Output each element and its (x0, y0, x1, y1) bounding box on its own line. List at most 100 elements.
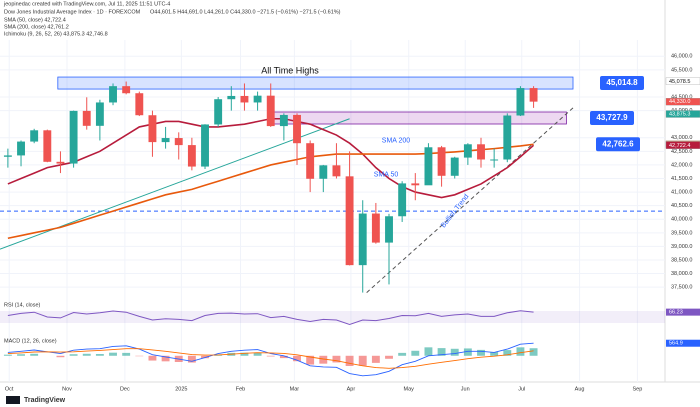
y-tick-label: 42,500.0 (671, 149, 692, 155)
candle-body (214, 99, 223, 125)
chart-title: Dow Jones Industrial Average Index · 1D … (4, 9, 141, 15)
macd-histogram (424, 347, 433, 356)
macd-histogram (148, 355, 157, 361)
price-tag-label: 42,722.4 (669, 143, 690, 149)
y-tick-label: 44,500.0 (671, 94, 692, 100)
x-tick-label: Feb (236, 386, 245, 392)
x-tick-label: Jul (518, 386, 525, 392)
macd-histogram (279, 355, 288, 359)
legend-line: Ichimoku (9, 26, 52, 26) 43,875.3 42,746… (4, 31, 108, 37)
macd-histogram (529, 348, 538, 356)
ohlc-readout: O44,601.5 H44,691.0 L44,261.0 C44,330.0 … (150, 9, 341, 15)
candle-body (30, 130, 39, 142)
y-tick-label: 39,500.0 (671, 230, 692, 236)
y-tick-label: 37,500.0 (671, 285, 692, 291)
legend-line: SMA (200, close) 42,761.2 (4, 24, 69, 30)
x-tick-label: Mar (290, 386, 300, 392)
macd-histogram (109, 352, 117, 356)
brand-logo (6, 396, 20, 404)
macd-histogram (69, 354, 78, 356)
candle-body (161, 138, 170, 143)
candle-body (95, 102, 104, 126)
macd-tag-label: 564.9 (669, 341, 683, 347)
candle-body (371, 213, 380, 243)
y-tick-label: 41,000.0 (671, 190, 692, 196)
brand: TradingView (24, 397, 66, 404)
candle-body (319, 165, 328, 179)
candle-body (227, 95, 236, 100)
level-tag (590, 111, 634, 126)
macd-histogram (345, 355, 354, 366)
candle-body (201, 124, 209, 167)
sma-line (7, 143, 534, 240)
rsi-tag (666, 308, 700, 316)
macd-line (7, 348, 534, 369)
rsi-tag-label: 66.23 (669, 310, 683, 316)
y-tick-label: 46,000.0 (671, 54, 692, 60)
macd-histogram (306, 355, 315, 365)
rsi-band (0, 311, 665, 323)
candle-body (306, 143, 315, 179)
y-tick-label: 38,500.0 (671, 257, 692, 263)
pane-title: MACD (12, 26, close) (4, 338, 57, 344)
annotation: SMA 50 (374, 171, 399, 178)
macd-histogram (3, 354, 12, 356)
price-tag (665, 110, 700, 118)
candle-body (385, 216, 393, 243)
macd-histogram (411, 350, 420, 356)
macd-histogram (293, 355, 301, 362)
macd-histogram (371, 355, 380, 363)
level-tag (600, 76, 644, 91)
macd-histogram (187, 355, 196, 363)
candle-body (293, 114, 301, 144)
candle-body (332, 165, 341, 177)
candle-body (424, 147, 433, 186)
macd-histogram (240, 352, 249, 356)
candle-body (398, 183, 407, 217)
price-tag (665, 97, 700, 106)
candle-body (148, 115, 157, 143)
candle-body (477, 144, 485, 160)
macd-histogram (477, 349, 485, 356)
annotation: All Time Highs (261, 65, 319, 75)
y-tick-label: 45,500.0 (671, 67, 692, 73)
macd-histogram (95, 354, 104, 356)
price-tag-label: 44,330.0 (669, 99, 690, 105)
level-zone (57, 76, 574, 90)
candle-body (411, 183, 420, 186)
price-tag (665, 141, 700, 149)
macd-histogram (56, 355, 65, 358)
candle-body (529, 88, 538, 102)
price-tag-label: 43,875.3 (669, 111, 690, 117)
candle-body (187, 145, 196, 167)
macd-histogram (385, 355, 393, 359)
macd-histogram (266, 355, 275, 357)
candle-body (135, 93, 144, 116)
level-label: 45,014.8 (606, 78, 638, 87)
candle-body (69, 110, 78, 164)
x-tick-label: Aug (575, 386, 585, 392)
macd-histogram (82, 353, 91, 356)
macd-histogram (463, 348, 472, 356)
x-tick-label: Oct (5, 386, 14, 392)
candle-body (43, 130, 52, 162)
macd-histogram (358, 355, 367, 366)
level-label: 43,727.9 (596, 113, 628, 122)
candle-body (503, 115, 512, 160)
candle-body (82, 110, 91, 126)
y-tick-label: 41,500.0 (671, 176, 692, 182)
candle-body (253, 95, 262, 103)
candle-body (463, 144, 472, 158)
x-tick-label: Nov (62, 386, 72, 392)
y-tick-label: 43,000.0 (671, 135, 692, 141)
y-tick-label: 39,000.0 (671, 244, 692, 250)
macd-histogram (122, 352, 131, 356)
candle-body (174, 138, 183, 146)
candle-body (279, 114, 288, 127)
x-tick-label: Sep (633, 386, 643, 392)
candle-body (358, 213, 367, 266)
macd-histogram (398, 352, 407, 356)
macd-histogram (450, 348, 459, 356)
macd-line (7, 342, 534, 377)
